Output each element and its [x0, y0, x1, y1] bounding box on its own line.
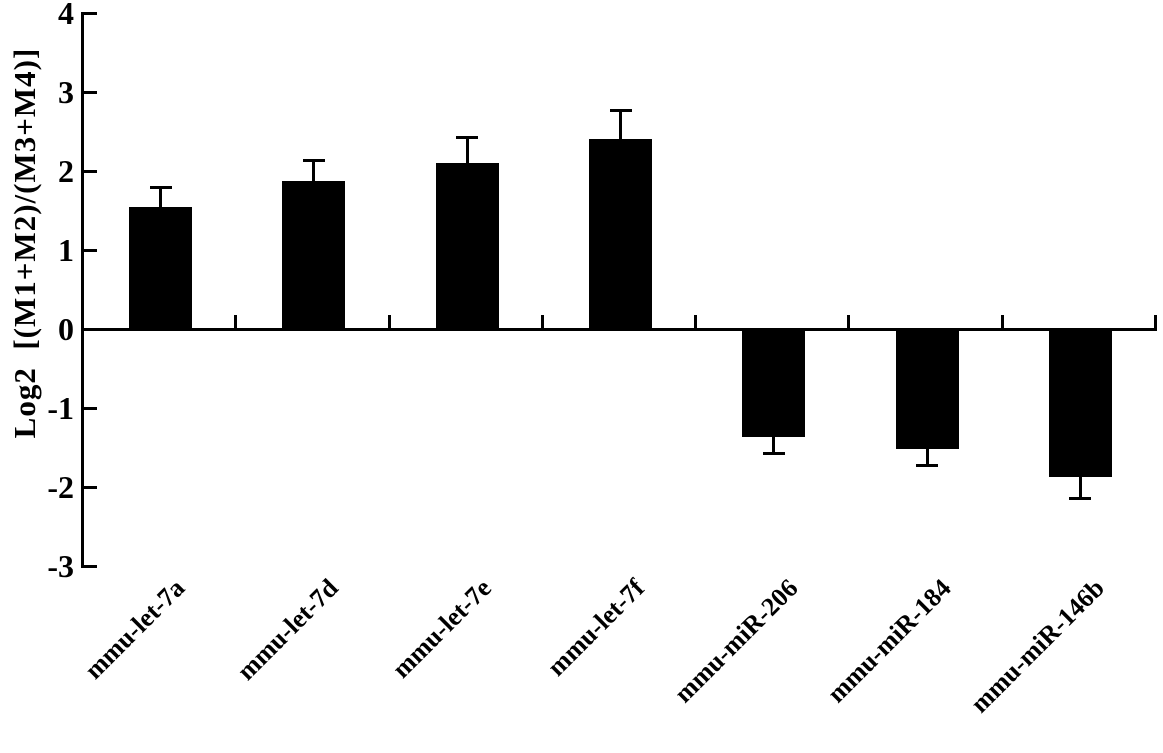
x-category-label: mmu-miR-146b	[965, 573, 1111, 719]
bar	[435, 163, 499, 329]
error-bar-line	[312, 160, 316, 182]
y-tick-label: 2	[58, 153, 74, 189]
y-tick-label: -1	[47, 390, 74, 426]
error-bar-line	[1078, 476, 1082, 499]
error-bar-cap	[149, 186, 172, 190]
y-tick-label: -3	[47, 548, 74, 584]
x-category-label: mmu-miR-184	[821, 573, 957, 709]
bar	[895, 329, 959, 450]
x-tick	[1154, 315, 1157, 329]
bar	[742, 329, 806, 438]
x-category-label: mmu-let-7d	[231, 573, 344, 686]
x-category-label: mmu-miR-206	[668, 573, 804, 709]
y-tick-label: 0	[58, 311, 74, 347]
x-category-label: mmu-let-7f	[541, 573, 651, 682]
y-tick	[84, 485, 97, 489]
x-tick	[540, 315, 544, 329]
x-baseline	[81, 327, 1157, 331]
bar	[282, 181, 346, 329]
x-category-label: mmu-let-7e	[386, 573, 498, 684]
y-axis-line	[81, 11, 84, 568]
y-tick	[84, 248, 97, 252]
error-bar-cap	[302, 159, 325, 163]
error-bar-cap	[916, 464, 939, 468]
error-bar-line	[465, 137, 469, 164]
bar	[1048, 329, 1112, 477]
y-tick	[84, 406, 97, 410]
error-bar-cap	[1069, 497, 1092, 501]
bar	[129, 206, 193, 329]
y-tick	[84, 90, 97, 94]
error-bar-line	[772, 437, 776, 454]
x-category-label: mmu-let-7a	[79, 573, 191, 685]
x-tick	[234, 315, 238, 329]
error-bar-cap	[762, 451, 785, 455]
error-bar-line	[159, 187, 163, 207]
error-bar-line	[619, 110, 622, 140]
x-tick	[387, 315, 391, 329]
y-tick	[84, 169, 97, 173]
x-tick	[1000, 315, 1004, 329]
y-tick-label: 3	[58, 74, 74, 110]
error-bar-line	[925, 449, 929, 466]
y-tick	[84, 11, 97, 15]
y-tick-label: 4	[58, 0, 74, 31]
y-tick	[84, 564, 97, 568]
y-tick-label: 1	[58, 232, 74, 268]
x-tick	[694, 315, 698, 329]
y-tick-label: -2	[47, 469, 74, 505]
error-bar-cap	[456, 136, 479, 140]
x-tick	[847, 315, 851, 329]
bar	[589, 139, 652, 329]
error-bar-cap	[609, 108, 632, 112]
